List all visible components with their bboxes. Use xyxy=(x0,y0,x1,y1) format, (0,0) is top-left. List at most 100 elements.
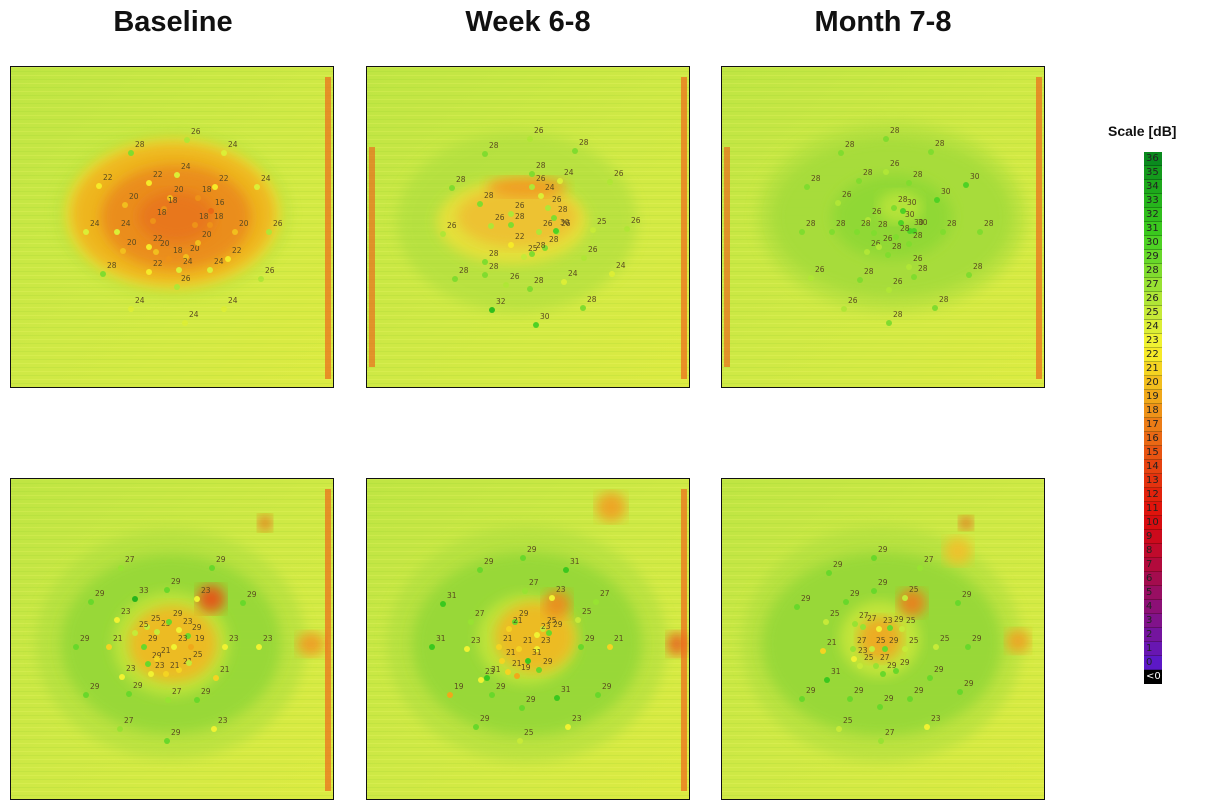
texture-line xyxy=(722,115,1045,116)
test-point-value: 21 xyxy=(503,634,513,643)
test-point xyxy=(473,724,479,730)
test-point xyxy=(88,599,94,605)
test-point-value: 24 xyxy=(121,219,131,228)
scale-value-9: 27 xyxy=(1144,278,1162,292)
test-point-value: 25 xyxy=(906,616,916,625)
test-point-value: 24 xyxy=(214,257,224,266)
test-point xyxy=(488,223,494,229)
test-point-value: 29 xyxy=(585,634,595,643)
edge-artifact-right xyxy=(325,77,331,379)
test-point xyxy=(212,184,218,190)
edge-artifact-right xyxy=(681,77,687,379)
test-point-value: 28 xyxy=(939,295,949,304)
test-point xyxy=(141,644,147,650)
test-point xyxy=(482,272,488,278)
test-point-value: 28 xyxy=(489,249,499,258)
test-point xyxy=(164,738,170,744)
test-point-value: 25 xyxy=(843,716,853,725)
texture-line xyxy=(722,487,1045,488)
test-point xyxy=(850,646,856,652)
test-point xyxy=(119,674,125,680)
microperimetry-map-month-bottom: 29 29 27 29 29 29 25 29 25 27 27 23 29 25 21 27 25 29 25 25… xyxy=(721,478,1045,800)
test-point xyxy=(266,229,272,235)
test-point-value: 25 xyxy=(597,217,607,226)
test-point xyxy=(847,696,853,702)
texture-line xyxy=(367,791,690,792)
texture-line xyxy=(722,795,1045,796)
scale-value-2: 34 xyxy=(1144,180,1162,194)
test-point xyxy=(489,692,495,698)
test-point xyxy=(429,644,435,650)
test-point xyxy=(163,671,169,677)
test-point xyxy=(128,306,134,312)
test-point xyxy=(580,305,586,311)
test-point xyxy=(966,272,972,278)
test-point-value: 29 xyxy=(543,657,553,666)
test-point xyxy=(100,271,106,277)
test-point-value: 23 xyxy=(155,661,165,670)
test-point xyxy=(906,180,912,186)
texture-line xyxy=(11,335,334,336)
test-point-value: 21 xyxy=(170,661,180,670)
test-point xyxy=(517,738,523,744)
test-point-value: 29 xyxy=(894,615,904,624)
test-point-value: 31 xyxy=(447,591,457,600)
texture-line xyxy=(11,499,334,500)
test-point-value: 26 xyxy=(588,245,598,254)
test-point xyxy=(820,648,826,654)
texture-line xyxy=(722,107,1045,108)
texture-line xyxy=(367,315,690,316)
texture-line xyxy=(367,783,690,784)
test-point-value: 28 xyxy=(549,235,559,244)
test-point xyxy=(440,231,446,237)
test-point xyxy=(876,244,882,250)
texture-line xyxy=(367,767,690,768)
test-point xyxy=(917,565,923,571)
texture-line xyxy=(367,331,690,332)
test-point-value: 26 xyxy=(913,254,923,263)
test-point-value: 28 xyxy=(135,140,145,149)
test-point xyxy=(258,276,264,282)
test-point-value: 29 xyxy=(878,545,888,554)
test-point-value: 18 xyxy=(214,212,224,221)
test-point-value: 19 xyxy=(521,663,531,672)
test-point xyxy=(977,229,983,235)
scale-value-28: 8 xyxy=(1144,544,1162,558)
test-point xyxy=(73,644,79,650)
test-point-value: 26 xyxy=(181,274,191,283)
texture-line xyxy=(11,303,334,304)
texture-line xyxy=(367,91,690,92)
sensitivity-region xyxy=(487,177,567,197)
test-point xyxy=(148,671,154,677)
test-point xyxy=(891,205,897,211)
texture-line xyxy=(367,359,690,360)
texture-line xyxy=(367,335,690,336)
test-point-value: 20 xyxy=(127,238,137,247)
texture-line xyxy=(11,515,334,516)
test-point xyxy=(886,320,892,326)
test-point-value: 29 xyxy=(878,578,888,587)
test-point-value: 27 xyxy=(924,555,934,564)
test-point-value: 25 xyxy=(830,609,840,618)
texture-line xyxy=(367,319,690,320)
test-point-value: 25 xyxy=(909,636,919,645)
test-point xyxy=(595,692,601,698)
test-point xyxy=(871,230,877,236)
texture-line xyxy=(11,791,334,792)
test-point-value: 28 xyxy=(845,140,855,149)
texture-line xyxy=(11,67,334,68)
texture-line xyxy=(367,503,690,504)
test-point-value: 23 xyxy=(471,636,481,645)
test-point-value: 26 xyxy=(815,265,825,274)
edge-artifact-right xyxy=(325,489,331,791)
test-point xyxy=(132,596,138,602)
test-point xyxy=(489,307,495,313)
texture-line xyxy=(11,351,334,352)
test-point-value: 28 xyxy=(484,191,494,200)
texture-line xyxy=(367,71,690,72)
test-point xyxy=(911,274,917,280)
texture-line xyxy=(722,83,1045,84)
test-point xyxy=(508,222,514,228)
texture-line xyxy=(367,75,690,76)
scale-value-22: 14 xyxy=(1144,460,1162,474)
